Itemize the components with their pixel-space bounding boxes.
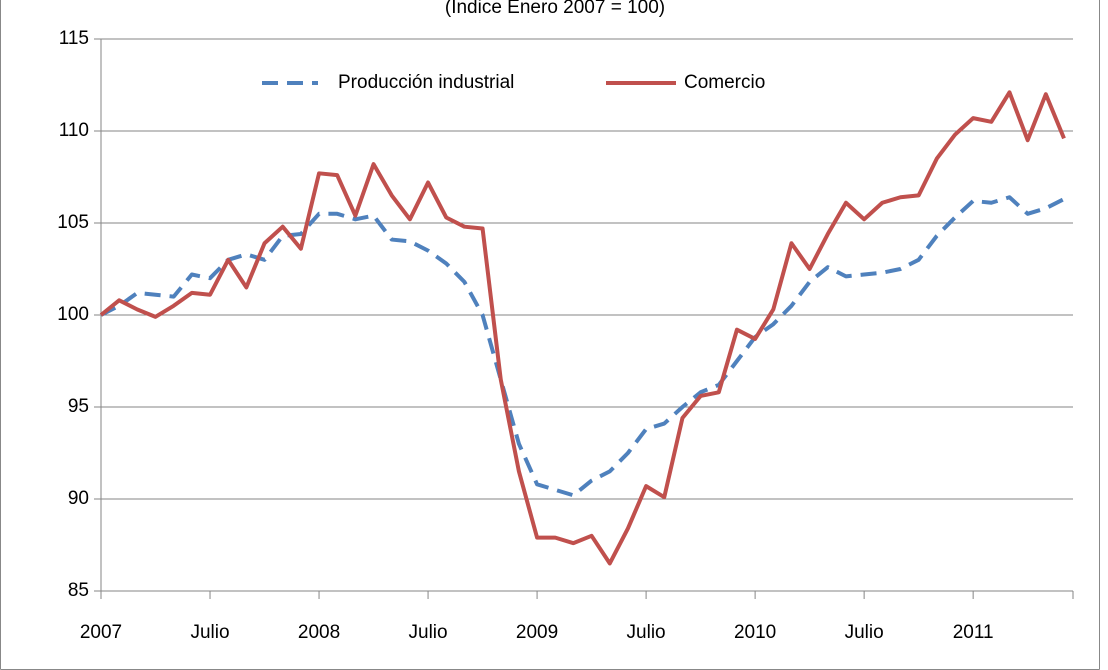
chart-title: (Índice Enero 2007 = 100)	[445, 0, 665, 18]
x-tick-label: 2010	[734, 622, 776, 643]
x-tick-label: Julio	[845, 622, 884, 643]
x-tick-label: Julio	[409, 622, 448, 643]
line-series	[99, 90, 1066, 566]
line-series	[100, 195, 1065, 498]
x-tick-label: 2008	[298, 622, 340, 643]
x-tick-label: Julio	[627, 622, 666, 643]
y-tick-label: 100	[57, 304, 89, 325]
legend-label: Producción industrial	[338, 72, 514, 93]
x-tick-label: Julio	[190, 622, 229, 643]
legend-label: Comercio	[684, 72, 765, 93]
x-tick-label: 2009	[516, 622, 558, 643]
y-tick-label: 90	[68, 488, 89, 509]
y-tick-label: 105	[57, 212, 89, 233]
x-tick-label: 2007	[80, 622, 122, 643]
y-tick-label: 115	[59, 28, 89, 49]
y-tick-label: 85	[68, 580, 89, 601]
y-tick-label: 110	[59, 120, 89, 141]
x-tick-label: 2011	[953, 622, 994, 643]
y-tick-label: 95	[68, 396, 89, 417]
